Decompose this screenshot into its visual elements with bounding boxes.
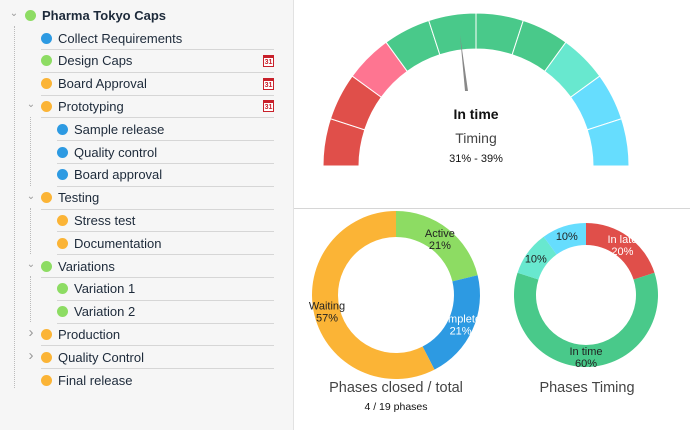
tree-item[interactable]: Design Caps 31 <box>41 50 274 73</box>
status-dot-icon <box>41 78 52 90</box>
tree-item-label: Board Approval <box>58 76 147 92</box>
status-dot-icon <box>25 10 36 21</box>
divider <box>294 208 690 209</box>
status-dot-icon <box>41 55 52 67</box>
chevron-right-icon[interactable]: › <box>28 347 34 365</box>
gauge-title: Timing <box>455 130 497 146</box>
slice-value: 57% <box>316 313 338 325</box>
gauge-needle <box>460 35 468 91</box>
donut-slice[interactable] <box>514 272 658 367</box>
status-dot-icon <box>41 375 52 386</box>
status-dot-icon <box>57 306 68 318</box>
timing-chart-title: Phases Timing <box>539 380 634 396</box>
chevron-down-icon[interactable]: ⌄ <box>9 8 19 19</box>
tree-item[interactable]: Production <box>41 323 274 347</box>
tree-item[interactable]: Variation 1 <box>57 278 274 301</box>
tree-item[interactable]: Sample release <box>57 118 274 142</box>
tree-item-label: Prototyping <box>58 98 124 114</box>
closed-chart-subtitle: 4 / 19 phases <box>364 401 427 413</box>
tree-item[interactable]: Variations <box>41 255 274 278</box>
tree-item-label: Stress test <box>74 212 136 228</box>
tree-item-label: Collect Requirements <box>58 30 183 46</box>
donut-slice[interactable] <box>543 223 586 255</box>
tree-item[interactable]: Collect Requirements <box>41 27 274 50</box>
chevron-right-icon[interactable]: › <box>28 324 34 342</box>
tree-item[interactable]: Quality control <box>57 141 274 164</box>
tree-item-label: Design Caps <box>58 53 133 69</box>
tree-item-label: Board approval <box>74 167 163 183</box>
slice-value: 10% <box>556 231 578 243</box>
closed-chart-title: Phases closed / total <box>329 380 463 396</box>
tree-item[interactable]: Board Approval 31 <box>41 73 274 96</box>
slice-value: 60% <box>575 358 597 370</box>
slice-value: 20% <box>611 246 633 258</box>
slice-label: In late <box>607 234 637 246</box>
tree-item[interactable]: Testing <box>41 187 274 210</box>
tree-item[interactable]: Variation 2 <box>57 301 274 324</box>
tree-root[interactable]: Pharma Tokyo Caps <box>25 4 275 27</box>
gauge-segment <box>586 118 630 167</box>
slice-label: Waiting <box>309 301 345 313</box>
tree-item-label: Quality Control <box>58 349 144 365</box>
status-dot-icon <box>57 214 68 226</box>
tree-item[interactable]: Quality Control <box>41 346 274 370</box>
tree-item[interactable]: Prototyping 31 <box>41 95 274 119</box>
tree-item[interactable]: Final release <box>41 369 274 392</box>
status-dot-icon <box>57 123 68 135</box>
donut-slice[interactable] <box>396 211 478 282</box>
calendar-icon[interactable]: 31 <box>263 77 274 90</box>
gauge-range: 31% - 39% <box>449 153 503 165</box>
donut-slice[interactable] <box>312 211 435 379</box>
slice-label: Completed <box>434 313 487 325</box>
tree-guide <box>30 208 31 254</box>
status-dot-icon <box>41 100 52 112</box>
status-dot-icon <box>41 328 52 340</box>
gauge-status: In time <box>453 106 498 122</box>
tree-item-label: Quality control <box>74 144 158 160</box>
tree-item-label: Testing <box>58 190 100 206</box>
slice-label: Active <box>425 228 455 240</box>
status-dot-icon <box>41 351 52 363</box>
status-dot-icon <box>57 237 68 249</box>
tree-item[interactable]: Documentation <box>57 232 274 256</box>
slice-value: 21% <box>450 325 472 337</box>
slice-value: 21% <box>429 240 451 252</box>
status-dot-icon <box>57 146 68 158</box>
tree-guide <box>30 117 31 186</box>
tree-item-label: Sample release <box>74 121 165 137</box>
tree-item-label: Variation 2 <box>74 304 136 320</box>
tree-item-label: Final release <box>58 373 133 388</box>
status-dot-icon <box>41 32 52 44</box>
tree-item[interactable]: Board approval <box>57 164 274 187</box>
status-dot-icon <box>41 192 52 204</box>
status-dot-icon <box>57 169 68 181</box>
slice-label: In time <box>569 346 602 358</box>
tree-item-label: Variation 1 <box>74 281 136 297</box>
donut-slice[interactable] <box>422 275 480 370</box>
chevron-down-icon[interactable]: ⌄ <box>26 259 36 270</box>
root-label: Pharma Tokyo Caps <box>42 8 167 23</box>
calendar-icon[interactable]: 31 <box>263 54 274 67</box>
tree-item-label: Production <box>58 326 121 342</box>
tree-item-label: Documentation <box>74 235 162 251</box>
timing-gauge <box>322 12 630 167</box>
project-tree: ⌄ Pharma Tokyo Caps Collect Requirements… <box>0 0 294 430</box>
calendar-icon[interactable]: 31 <box>263 100 274 113</box>
donut-slice[interactable] <box>586 223 655 280</box>
status-dot-icon <box>57 283 68 295</box>
slice-value: 10% <box>525 254 547 266</box>
tree-guide <box>30 276 31 322</box>
tree-item-label: Variations <box>58 258 115 274</box>
chevron-down-icon[interactable]: ⌄ <box>26 99 36 111</box>
tree-guide <box>14 26 15 388</box>
chevron-down-icon[interactable]: ⌄ <box>26 190 36 202</box>
status-dot-icon <box>41 260 52 272</box>
donut-slice[interactable] <box>517 236 557 280</box>
tree-item[interactable]: Stress test <box>57 209 274 233</box>
